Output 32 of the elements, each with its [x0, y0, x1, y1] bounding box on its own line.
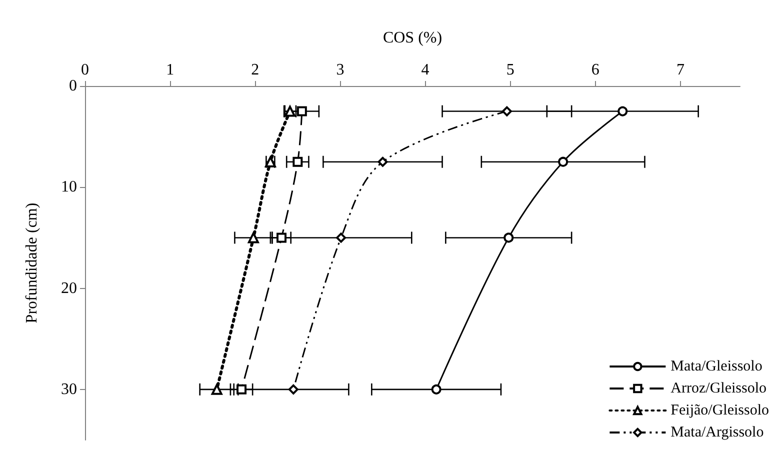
point [502, 106, 512, 116]
point [336, 232, 346, 243]
x-tick-label: 7 [676, 62, 684, 78]
point [276, 232, 286, 243]
point [292, 156, 303, 167]
x-tick-label: 6 [591, 62, 600, 78]
x-tick-label: 4 [421, 62, 430, 78]
point [431, 384, 442, 394]
y-tick-label: 10 [61, 178, 77, 196]
point [504, 232, 514, 243]
legend-label: Mata/Gleissolo [670, 358, 762, 374]
x-tick-label: 3 [336, 62, 344, 78]
point [618, 106, 628, 116]
point [288, 384, 298, 394]
x-tick-label: 5 [506, 62, 514, 78]
x-tick-label: 1 [166, 62, 174, 78]
point [558, 156, 568, 167]
y-tick-label: 0 [69, 78, 77, 94]
y-tick-label: 20 [61, 280, 77, 297]
point [211, 384, 222, 395]
point [248, 232, 259, 244]
x-tick-label: 2 [251, 62, 260, 78]
point [378, 156, 388, 167]
point [296, 106, 307, 116]
y-axis-title: Profundidade (cm) [24, 202, 40, 324]
legend-label: Feijão/Gleissolo [670, 402, 769, 418]
legend-label: Arroz/Gleissolo [670, 380, 766, 396]
x-tick-label: 0 [81, 62, 89, 78]
point [236, 384, 247, 394]
y-tick-label: 30 [61, 380, 77, 398]
legend-label: Mata/Argissolo [670, 424, 764, 440]
x-axis-title: COS (%) [382, 30, 442, 46]
